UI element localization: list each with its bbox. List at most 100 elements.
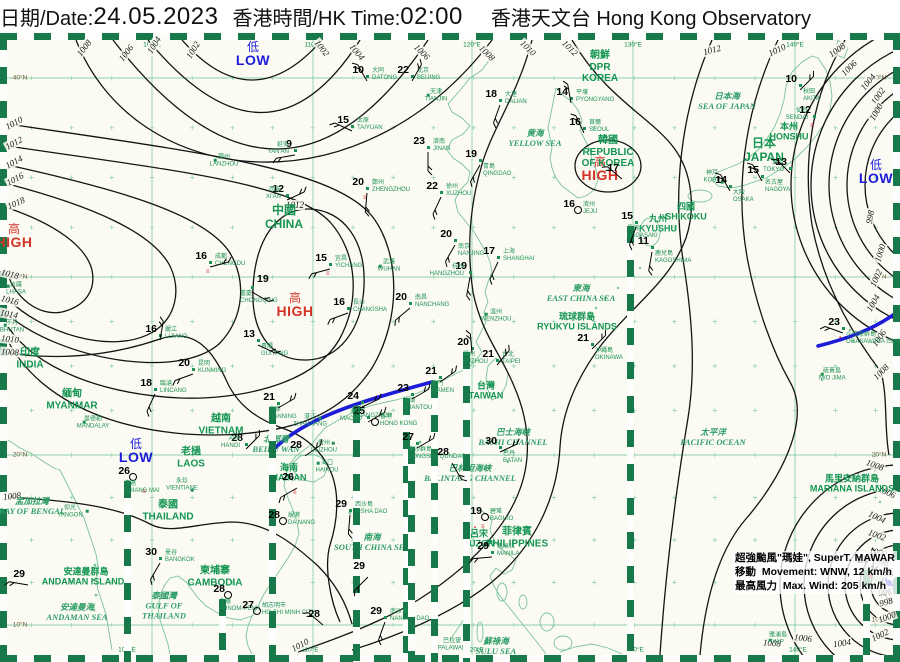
isobar-label-1012-24: 1012 <box>2 133 26 153</box>
wind-barb-icon <box>329 122 353 132</box>
pressure-system-low-0: 低 LOW <box>235 40 271 68</box>
station-dot-icon <box>366 75 369 78</box>
station-value: 16 <box>195 250 207 262</box>
sea-label-11: 北部灣 BEIBU WAN <box>252 433 300 454</box>
station-name: 太原 TAIYUAN <box>357 118 383 131</box>
station-value: 16 <box>145 323 157 335</box>
isobar-label-1014-30: 1014 <box>0 307 20 321</box>
station-name: 巴丹 BATAN <box>503 451 523 464</box>
station-dot-icon <box>367 416 370 419</box>
station-value: 23 <box>828 316 840 328</box>
isobar-1002-japan <box>828 71 893 299</box>
isobar-label-1008-0: 1008 <box>73 37 95 59</box>
wind-barb-icon <box>146 393 156 417</box>
place-dot-1 <box>6 284 10 288</box>
pressure-system-low-2: 低 LOW <box>118 437 154 465</box>
station-value: 19 <box>257 273 269 285</box>
region-label-4: 印度 INDIA <box>16 347 44 371</box>
station-dot-icon <box>496 359 499 362</box>
station-name: 碧瑤 BAGUIO <box>490 509 514 522</box>
station-value: 18 <box>485 88 497 100</box>
region-label-15: 九州 KYUSHU <box>638 213 678 234</box>
station-dot-icon <box>813 115 816 118</box>
station-name: 福州 FUZHOU <box>463 352 488 662</box>
station-dot-icon <box>154 388 157 391</box>
region-label-19: 馬里安納群島 MARIANA ISLANDS <box>809 473 895 494</box>
isobar-label-1010-23: 1010 <box>2 113 26 133</box>
station-dot-icon <box>192 368 195 371</box>
station-name: 宜昌 YICHANG <box>335 256 363 269</box>
isobar-1016-tibet <box>7 183 177 343</box>
station-value: 16 <box>569 116 581 128</box>
place-label-13: 湛江 ZHANJIANG <box>292 414 328 427</box>
station-value: 14 <box>715 174 727 186</box>
wind-barb-icon <box>304 439 323 457</box>
isobar-1012-long <box>351 40 692 651</box>
station-name: 昆明 KUNMING <box>198 361 227 374</box>
station-value: 15 <box>337 114 349 126</box>
map-border-right <box>893 33 900 662</box>
station-dot-icon <box>361 401 364 404</box>
wind-barb-icon <box>378 621 386 646</box>
station-name: 大連 DALIAN <box>505 92 527 105</box>
isobar-1018-tibet <box>7 207 94 314</box>
wind-barb-icon <box>470 164 481 188</box>
wind-barb-icon <box>327 312 349 325</box>
place-dot-15 <box>316 461 320 465</box>
station-value: 29 <box>13 568 25 580</box>
wind-barb-icon <box>432 196 442 220</box>
station-value: 27 <box>242 599 254 611</box>
station-dot-icon <box>591 343 594 346</box>
wind-barb-icon <box>499 438 520 453</box>
calm-circle-icon <box>253 607 261 615</box>
station-dot-icon <box>479 159 482 162</box>
station-name: 鹿兒島 KAGOSHIMA <box>655 251 692 264</box>
station-name: 西沙島 XISHA DAO <box>355 502 388 515</box>
wind-barb-icon <box>819 326 844 334</box>
lon-label-bottom-3: 130°E <box>626 646 644 654</box>
isobar-label-1008-22: 1008 <box>870 361 892 383</box>
station-name: 上海 SHANGHAI <box>503 249 535 262</box>
isobar-1000-japan <box>846 93 893 277</box>
station-name: 重慶 CHONGQING <box>240 291 278 304</box>
place-label-0: 蘭州 LANZHOU <box>209 154 239 167</box>
station-dot-icon <box>729 185 732 188</box>
pressure-system-high-3: 高 HIGH <box>0 222 33 250</box>
isobar-label-1002-46: 1002 <box>868 626 892 644</box>
station-value: 10 <box>352 64 364 76</box>
place-label-14: 雷州 LEIZHOU <box>310 440 338 453</box>
isobar-label-1004-38: 1004 <box>865 508 889 526</box>
isobar-1008-nw <box>75 40 493 163</box>
cold-front-south-china <box>272 380 434 451</box>
station-value: 20 <box>440 228 452 240</box>
station-name: 青島 QINGDAO <box>483 164 512 177</box>
lat-label-left-2: 20°N <box>12 451 28 459</box>
place-dot-2 <box>3 323 7 327</box>
station-name: 清邁 CHIANG MAI <box>124 481 160 662</box>
station-name: 大同 DATONG <box>372 68 398 81</box>
station-value: 26 <box>282 471 294 483</box>
date-label: 日期/Date: <box>0 8 94 30</box>
region-label-11: 台灣 TAIWAN <box>468 380 504 401</box>
station-value: 9 <box>286 138 292 150</box>
station-value: 19 <box>455 260 467 272</box>
station-dot-icon <box>277 402 280 405</box>
station-name: 大阪 OSAKA <box>733 190 754 203</box>
region-label-2: 朝鮮 DPR KOREA <box>581 49 619 84</box>
station-value: 11 <box>637 235 649 247</box>
isobar-1014-tibet <box>7 164 242 364</box>
isobar-label-1012-10: 1012 <box>701 42 723 58</box>
station-value: 22 <box>397 64 409 76</box>
place-label-15: 海口 HAIKOU <box>315 460 339 473</box>
station-value: 14 <box>556 86 568 98</box>
region-label-12: 呂宋 LUZON <box>463 528 495 549</box>
region-label-8: 泰國 THAILAND <box>142 499 194 523</box>
place-label-12: 温州 WENZHOU <box>480 309 512 322</box>
region-label-5: 緬甸 MYANMAR <box>46 388 98 412</box>
station-name: 秋田 AKITA <box>803 89 820 102</box>
typhoon-name-line: 超強颱風"瑪娃", SuperT. MAWAR <box>735 552 895 564</box>
station-dot-icon <box>159 557 162 560</box>
station-dot-icon <box>454 239 457 242</box>
time-label: 香港時間/HK Time: <box>232 8 401 30</box>
isobar-label-1002-3: 1002 <box>183 38 203 62</box>
